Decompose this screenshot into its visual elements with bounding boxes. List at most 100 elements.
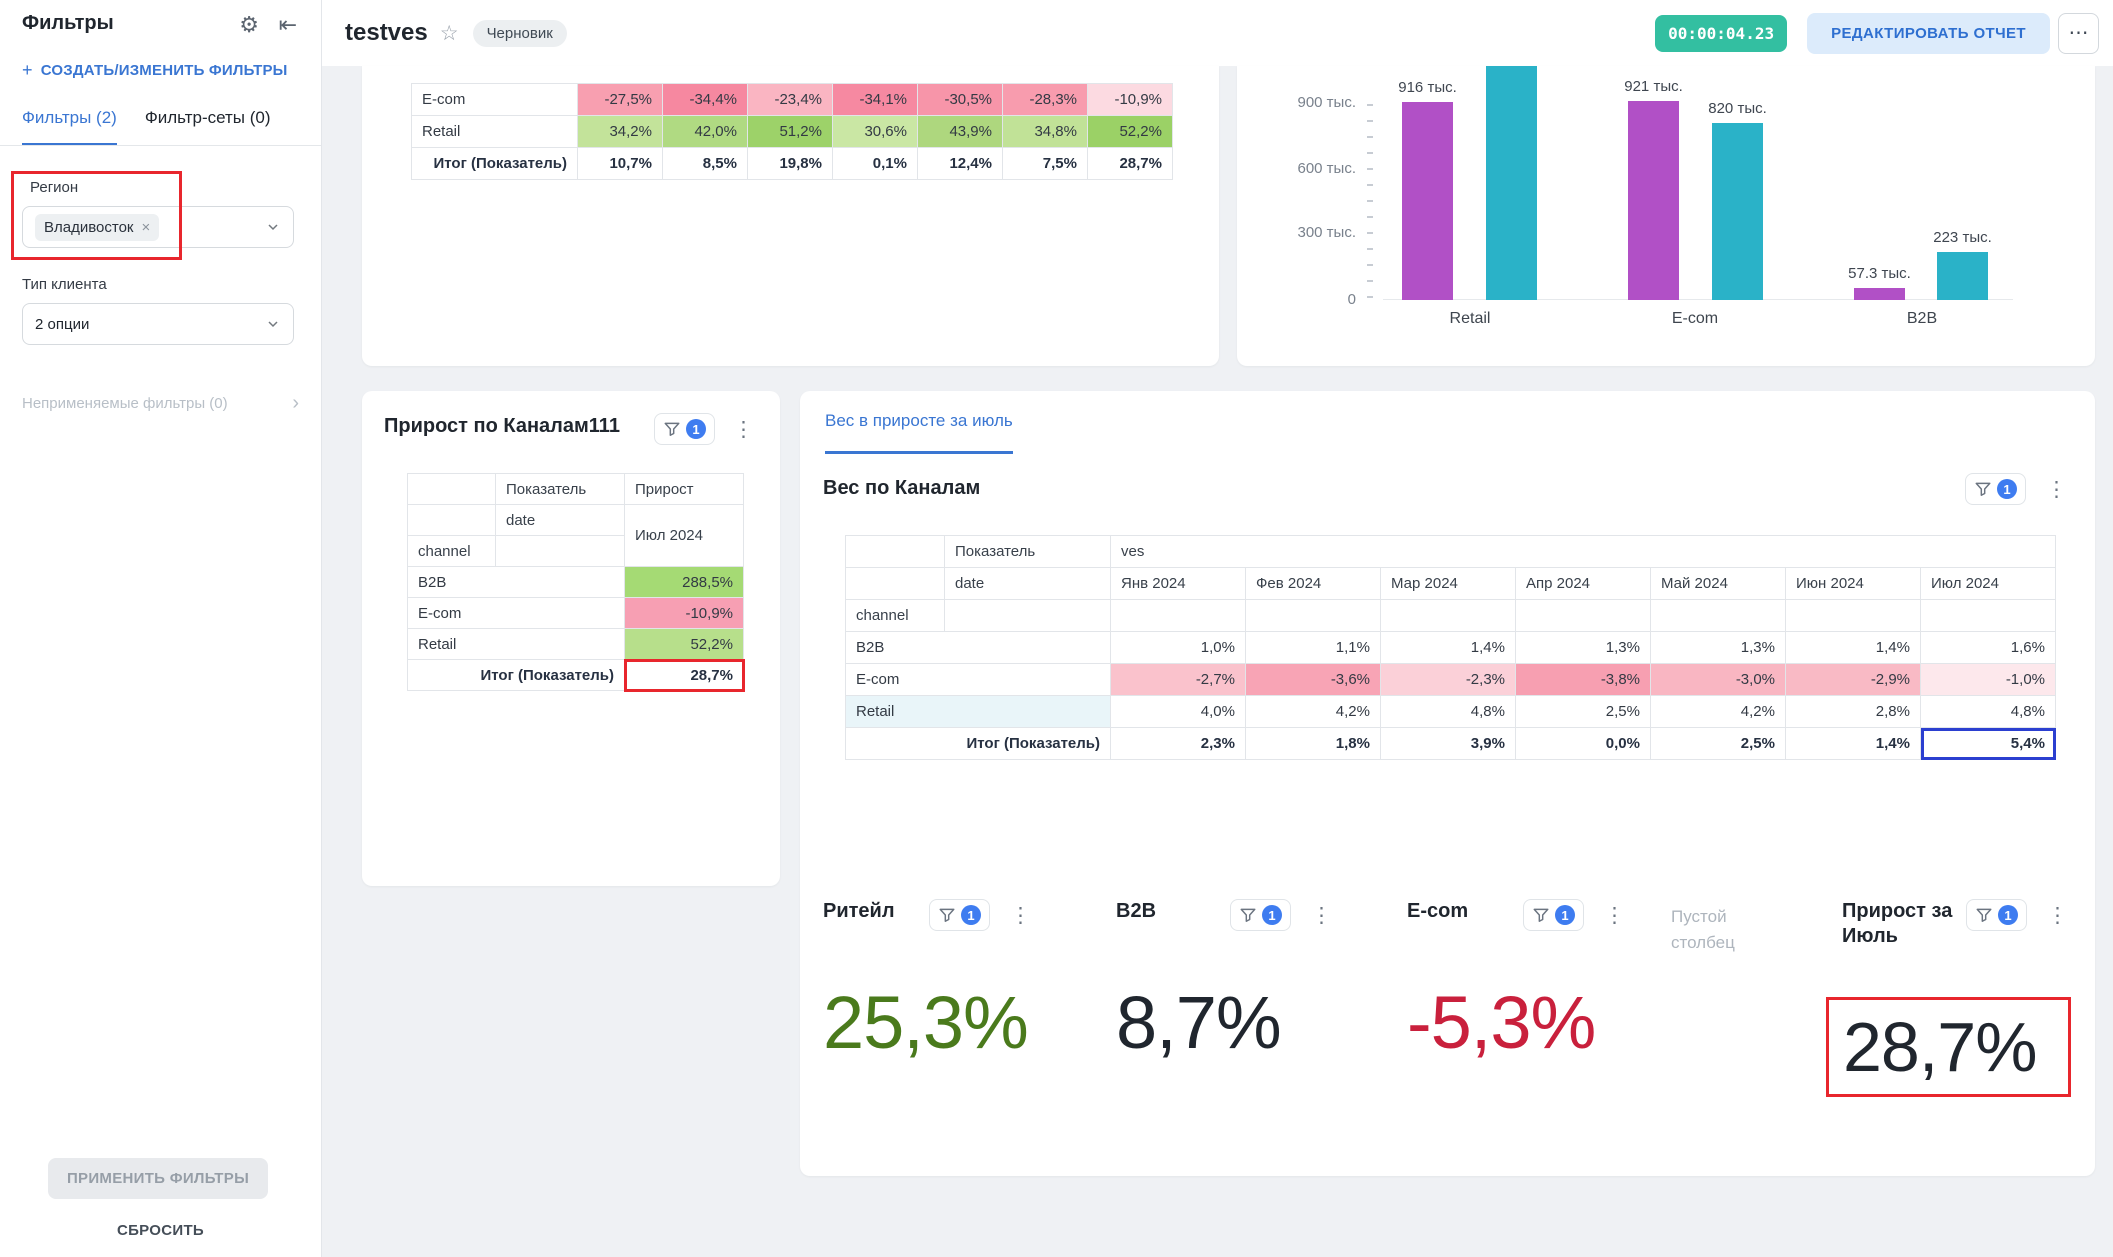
- filter-button[interactable]: 1: [1966, 899, 2027, 931]
- bar-ecom-purple[interactable]: 921 тыс.: [1624, 78, 1683, 300]
- sidebar-title: Фильтры: [22, 12, 114, 34]
- kpi-b2b: B2B 1 ⋮ 8,7%: [1116, 899, 1336, 1060]
- close-icon[interactable]: ×: [141, 218, 151, 236]
- table-row: B2B 288,5%: [407, 566, 744, 598]
- y-axis-tick: 0: [1347, 291, 1356, 308]
- table-header-row: date Янв 2024 Фев 2024 Мар 2024 Апр 2024…: [845, 567, 2056, 600]
- empty-column-label: Пустой столбец: [1671, 907, 1735, 952]
- growth-pivot-card: E-com -27,5% -34,4% -23,4% -34,1% -30,5%…: [362, 66, 1219, 366]
- dashboard-content: E-com -27,5% -34,4% -23,4% -34,1% -30,5%…: [322, 66, 2113, 1257]
- page-title: testves: [345, 19, 428, 46]
- y-axis-minor-ticks: [1367, 104, 1373, 301]
- table-row: Retail 34,2% 42,0% 51,2% 30,6% 43,9% 34,…: [411, 115, 1173, 148]
- filter-count-badge: 1: [1262, 905, 1282, 925]
- bar-value-label: 820 тыс.: [1708, 100, 1767, 117]
- client-type-filter-label: Тип клиента: [22, 276, 107, 293]
- collapse-sidebar-icon[interactable]: ⇤: [278, 12, 297, 37]
- card-title: Вес по Каналам: [823, 477, 981, 499]
- card-title: Прирост по Каналам111: [384, 415, 620, 437]
- y-axis-tick: 600 тыс.: [1297, 160, 1356, 177]
- more-menu-button[interactable]: ⋯: [2058, 12, 2099, 54]
- client-type-selected-value: 2 опции: [35, 315, 90, 333]
- unapplied-filters-expander[interactable]: Неприменяемые фильтры (0) ›: [22, 392, 299, 415]
- annotated-total-cell[interactable]: 28,7%: [623, 658, 745, 692]
- bar-b2b-purple[interactable]: 57.3 тыс.: [1848, 265, 1911, 300]
- client-type-filter-select[interactable]: 2 опции: [22, 303, 294, 345]
- tab-filters[interactable]: Фильтры (2): [22, 108, 117, 145]
- kebab-menu-button[interactable]: ⋮: [1604, 903, 1625, 927]
- filter-icon: [1240, 908, 1256, 922]
- kpi-label: B2B: [1116, 900, 1157, 922]
- kebab-menu-button[interactable]: ⋮: [733, 417, 754, 441]
- filters-sidebar: Фильтры ⚙ ⇤ + СОЗДАТЬ/ИЗМЕНИТЬ ФИЛЬТРЫ Ф…: [0, 0, 322, 1257]
- table-row: E-com -27,5% -34,4% -23,4% -34,1% -30,5%…: [411, 83, 1173, 116]
- kpi-label: Прирост за Июль: [1842, 900, 1953, 947]
- reset-filters-button[interactable]: СБРОСИТЬ: [116, 1222, 205, 1239]
- edit-report-button[interactable]: РЕДАКТИРОВАТЬ ОТЧЕТ: [1807, 12, 2050, 54]
- chevron-down-icon: [268, 321, 278, 328]
- filter-button[interactable]: 1: [929, 899, 990, 931]
- kpi-label: Ритейл: [823, 900, 895, 922]
- kebab-menu-button[interactable]: ⋮: [2046, 477, 2067, 501]
- filter-icon: [939, 908, 955, 922]
- ves-card: Вес в приросте за июль Вес по Каналам 1 …: [800, 391, 2095, 1176]
- plus-icon: +: [22, 60, 33, 80]
- region-filter-label: Регион: [30, 179, 79, 196]
- selected-total-cell[interactable]: 5,4%: [1920, 727, 2056, 760]
- tab-filter-sets[interactable]: Фильтр-сеты (0): [144, 108, 271, 127]
- kpi-value: 28,7%: [1843, 1008, 2037, 1086]
- star-icon[interactable]: ☆: [439, 21, 459, 45]
- bar-value-label: 916 тыс.: [1398, 79, 1457, 96]
- sidebar-tabs: Фильтры (2) Фильтр-сеты (0): [0, 108, 321, 146]
- filter-button[interactable]: 1: [1965, 473, 2026, 505]
- filter-count-badge: 1: [1555, 905, 1575, 925]
- table-row-total: Итог (Показатель) 2,3% 1,8% 3,9% 0,0% 2,…: [845, 727, 2056, 760]
- filter-button[interactable]: 1: [1230, 899, 1291, 931]
- kebab-menu-button[interactable]: ⋮: [2047, 903, 2068, 927]
- filter-count-badge: 1: [1997, 479, 2017, 499]
- filter-button[interactable]: 1: [654, 413, 715, 445]
- filter-icon: [1975, 482, 1991, 496]
- bar-b2b-teal[interactable]: 223 тыс.: [1933, 229, 1992, 300]
- growth-by-channels-card: Прирост по Каналам111 1 ⋮ Показатель При…: [362, 391, 780, 886]
- filter-icon: [664, 422, 680, 436]
- timer-badge: 00:00:04.23: [1655, 14, 1788, 52]
- filter-count-badge: 1: [686, 419, 706, 439]
- filter-icon: [1533, 908, 1549, 922]
- filter-count-badge: 1: [1998, 905, 2018, 925]
- growth-by-channels-table: Показатель Прирост date Июл 2024 channel…: [407, 473, 745, 692]
- unapplied-filters-label: Неприменяемые фильтры (0): [22, 395, 228, 412]
- apply-filters-button[interactable]: ПРИМЕНИТЬ ФИЛЬТРЫ: [48, 1158, 268, 1199]
- tab-ves-v-priroste[interactable]: Вес в приросте за июль: [825, 411, 1013, 454]
- bar-ecom-teal[interactable]: 820 тыс.: [1708, 100, 1767, 300]
- bar-value-label: 223 тыс.: [1933, 229, 1992, 246]
- bar-chart: 900 тыс. 600 тыс. 300 тыс. 0 916 тыс. 92…: [1237, 66, 2095, 366]
- filter-count-badge: 1: [961, 905, 981, 925]
- bar-value-label: 921 тыс.: [1624, 78, 1683, 95]
- table-row-total: Итог (Показатель) 10,7% 8,5% 19,8% 0,1% …: [411, 147, 1173, 180]
- region-chip-label: Владивосток: [44, 218, 134, 236]
- kpi-value: -5,3%: [1407, 981, 1596, 1064]
- topbar-actions: 00:00:04.23 РЕДАКТИРОВАТЬ ОТЧЕТ ⋯: [1655, 12, 2099, 54]
- chevron-right-icon: ›: [292, 392, 299, 414]
- create-filters-link[interactable]: + СОЗДАТЬ/ИЗМЕНИТЬ ФИЛЬТРЫ: [22, 60, 288, 81]
- table-row: E-com -2,7% -3,6% -2,3% -3,8% -3,0% -2,9…: [845, 663, 2056, 696]
- bar-retail-purple[interactable]: 916 тыс.: [1398, 79, 1457, 300]
- kpi-ecom: E-com 1 ⋮ -5,3%: [1407, 899, 1629, 1060]
- kpi-value: 8,7%: [1116, 981, 1282, 1064]
- gear-icon[interactable]: ⚙: [239, 12, 259, 37]
- x-axis-category: E-com: [1671, 310, 1719, 327]
- bar-retail-teal[interactable]: [1486, 66, 1537, 300]
- filter-button[interactable]: 1: [1523, 899, 1584, 931]
- table-header-row: channel: [845, 599, 2056, 632]
- y-axis-tick: 900 тыс.: [1297, 94, 1356, 111]
- kpi-growth-july: Прирост за Июль 1 ⋮ 28,7%: [1826, 899, 2072, 1097]
- kebab-menu-button[interactable]: ⋮: [1010, 903, 1031, 927]
- kebab-menu-button[interactable]: ⋮: [1311, 903, 1332, 927]
- region-filter-chip[interactable]: Владивосток ×: [35, 213, 160, 241]
- x-axis-line: [1383, 299, 2013, 300]
- kpi-label: E-com: [1407, 900, 1469, 922]
- region-filter-select[interactable]: Владивосток ×: [22, 206, 294, 248]
- bar-chart-card: 900 тыс. 600 тыс. 300 тыс. 0 916 тыс. 92…: [1237, 66, 2095, 366]
